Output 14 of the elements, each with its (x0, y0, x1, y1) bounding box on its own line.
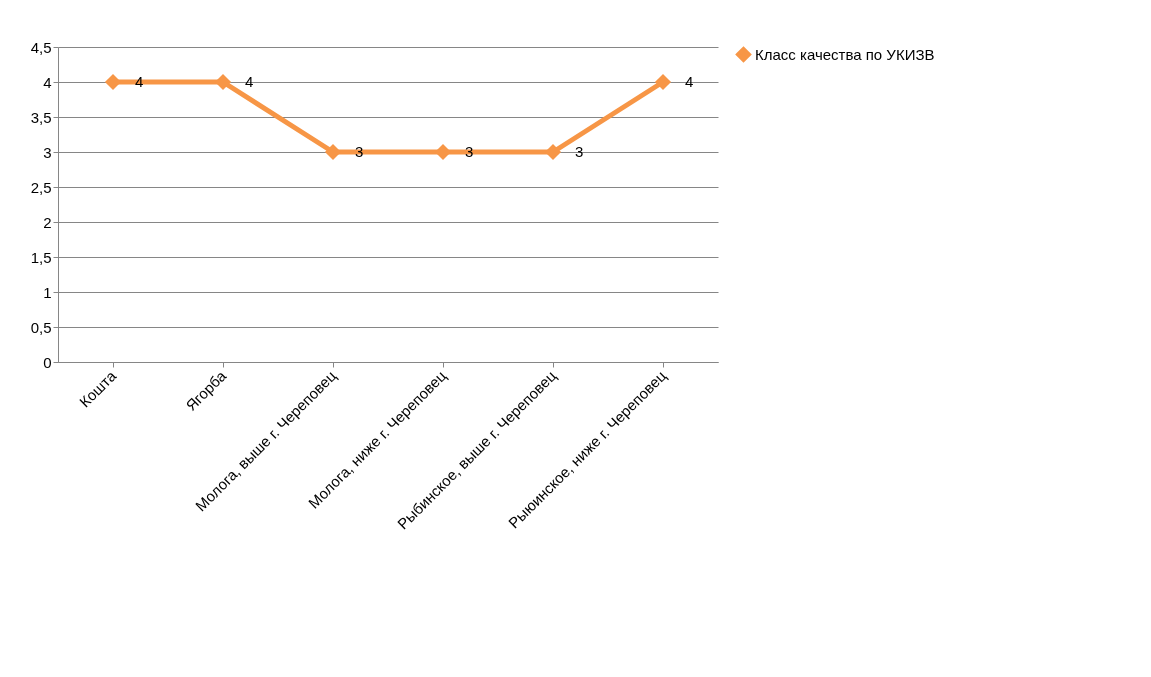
y-tick-label: 1,5 (30, 248, 52, 266)
y-tick-label: 2 (43, 213, 52, 231)
legend-label: Класс качества по УКИЗВ (755, 45, 935, 63)
y-tick-label: 1 (43, 283, 52, 301)
data-label: 3 (575, 143, 584, 160)
data-label: 4 (245, 73, 254, 90)
y-tick-label: 0,5 (30, 318, 52, 336)
data-label: 4 (685, 73, 694, 90)
y-tick-label: 4,5 (30, 38, 52, 56)
y-tick-label: 3 (43, 143, 52, 161)
y-tick-label: 3,5 (30, 108, 52, 126)
y-tick-label: 4 (43, 73, 52, 91)
y-tick-label: 0 (43, 353, 52, 371)
y-tick-label: 2,5 (30, 178, 52, 196)
